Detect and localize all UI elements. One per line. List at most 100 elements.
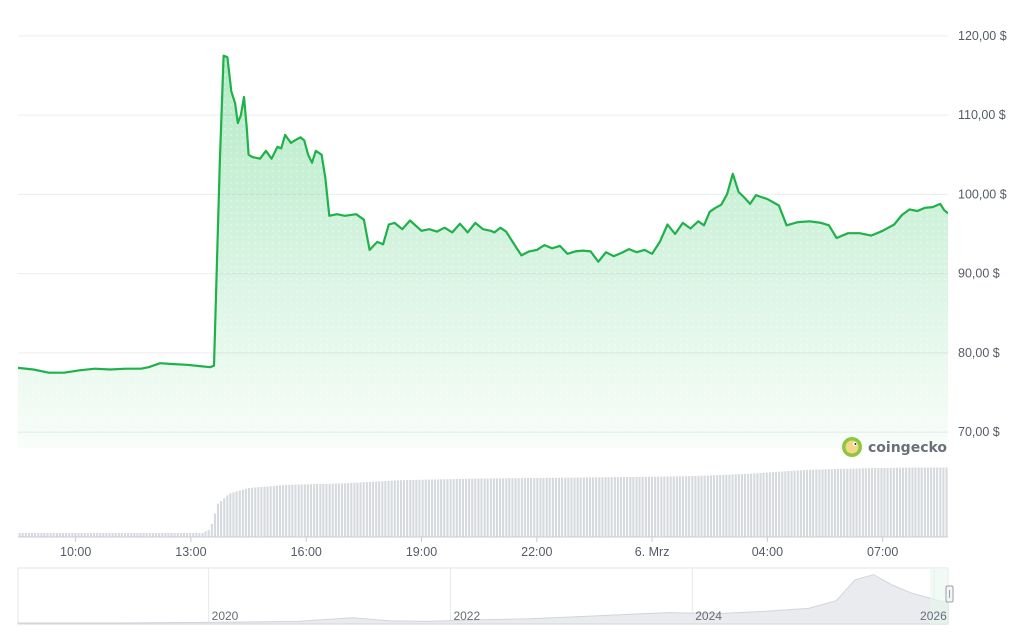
navigator-tick-label: 2022 <box>453 609 480 623</box>
volume-bar <box>347 483 350 537</box>
volume-bar <box>899 467 902 537</box>
volume-bar <box>595 477 598 537</box>
volume-bar <box>378 481 381 537</box>
volume-bar <box>840 468 843 537</box>
volume-bar <box>266 486 269 537</box>
volume-bar <box>734 474 737 537</box>
volume-bar <box>418 479 421 537</box>
volume-bar <box>381 481 384 537</box>
x-tick-label: 6. Mrz <box>635 545 670 559</box>
y-tick-label: 90,00 $ <box>958 267 1000 281</box>
volume-bar <box>607 477 610 537</box>
volume-bar <box>911 467 914 537</box>
volume-bar <box>558 477 561 537</box>
volume-bar <box>387 480 390 537</box>
volume-bar <box>486 478 489 537</box>
y-tick-label: 70,00 $ <box>958 425 1000 439</box>
volume-bar <box>247 488 250 537</box>
volume-bar <box>43 533 46 537</box>
volume-bar <box>399 480 402 537</box>
navigator-selection[interactable] <box>930 568 948 624</box>
volume-bar <box>195 533 198 537</box>
volume-bar <box>164 533 167 537</box>
volume-bar <box>669 476 672 537</box>
volume-bar <box>216 503 219 537</box>
volume-bar <box>768 472 771 537</box>
volume-bar <box>52 533 55 537</box>
volume-bar <box>796 470 799 537</box>
volume-bar <box>579 477 582 537</box>
volume-bar <box>892 467 895 537</box>
volume-bar <box>86 533 89 537</box>
volume-bar <box>155 533 158 537</box>
coingecko-wordmark: coingecko <box>868 440 947 456</box>
volume-bar <box>471 478 474 537</box>
volume-bar <box>709 475 712 537</box>
volume-bar <box>46 533 49 537</box>
volume-bar <box>192 533 195 537</box>
volume-bar <box>914 467 917 537</box>
price-area-texture <box>18 55 948 448</box>
volume-bar <box>412 479 415 537</box>
volume-bar <box>502 478 505 537</box>
volume-bar <box>883 467 886 537</box>
volume-bar <box>551 477 554 537</box>
volume-bar <box>139 533 142 537</box>
volume-bar <box>437 479 440 537</box>
volume-bar <box>564 477 567 537</box>
volume-bar <box>613 477 616 537</box>
volume-bar <box>27 533 30 537</box>
navigator-tick-label: 2024 <box>695 609 722 623</box>
volume-bar <box>654 476 657 537</box>
volume-bar <box>375 481 378 537</box>
x-tick-label: 10:00 <box>60 545 91 559</box>
volume-bar <box>610 477 613 537</box>
volume-bar <box>353 482 356 537</box>
volume-bar <box>244 488 247 537</box>
volume-bar <box>148 533 151 537</box>
volume-bar <box>158 533 161 537</box>
navigator[interactable]: 2020 2022 2024 2026 <box>17 567 954 625</box>
volume-bar <box>833 469 836 537</box>
volume-bar <box>743 473 746 537</box>
volume-bar <box>861 468 864 537</box>
volume-bar <box>136 533 139 537</box>
volume-bar <box>99 533 102 537</box>
volume-bar <box>691 476 694 537</box>
volume-bar <box>402 480 405 537</box>
volume-bar <box>703 475 706 537</box>
volume-bar <box>570 477 573 537</box>
volume-bar <box>830 469 833 537</box>
volume-bar <box>269 486 272 537</box>
volume-bar <box>285 484 288 537</box>
volume-bar <box>21 533 24 537</box>
volume-bar <box>34 533 37 537</box>
volume-bar <box>793 470 796 537</box>
volume-bar <box>737 474 740 537</box>
volume-bar <box>520 478 523 537</box>
volume-bar <box>278 485 281 537</box>
volume-bar <box>294 484 297 537</box>
volume-bar <box>430 479 433 537</box>
volume-bar <box>836 469 839 537</box>
volume-bar <box>24 533 27 537</box>
volume-bar <box>722 474 725 537</box>
volume-bar <box>908 467 911 537</box>
volume-bar <box>89 533 92 537</box>
volume-bar <box>368 481 371 537</box>
volume-bar <box>592 477 595 537</box>
volume-bar <box>204 531 207 537</box>
volume-bar <box>889 467 892 537</box>
volume-bar <box>186 533 189 537</box>
x-axis: 10:00 13:00 16:00 19:00 22:00 6. Mrz 04:00 07:0… <box>60 537 898 559</box>
volume-bar <box>561 477 564 537</box>
volume-bar <box>40 533 43 537</box>
volume-bar <box>133 533 136 537</box>
volume-bar <box>182 533 185 537</box>
volume-bar <box>930 467 933 537</box>
volume-bar <box>170 533 173 537</box>
volume-bar <box>30 533 33 537</box>
volume-bar <box>790 470 793 537</box>
volume-bar <box>220 501 223 537</box>
volume-bar <box>554 477 557 537</box>
